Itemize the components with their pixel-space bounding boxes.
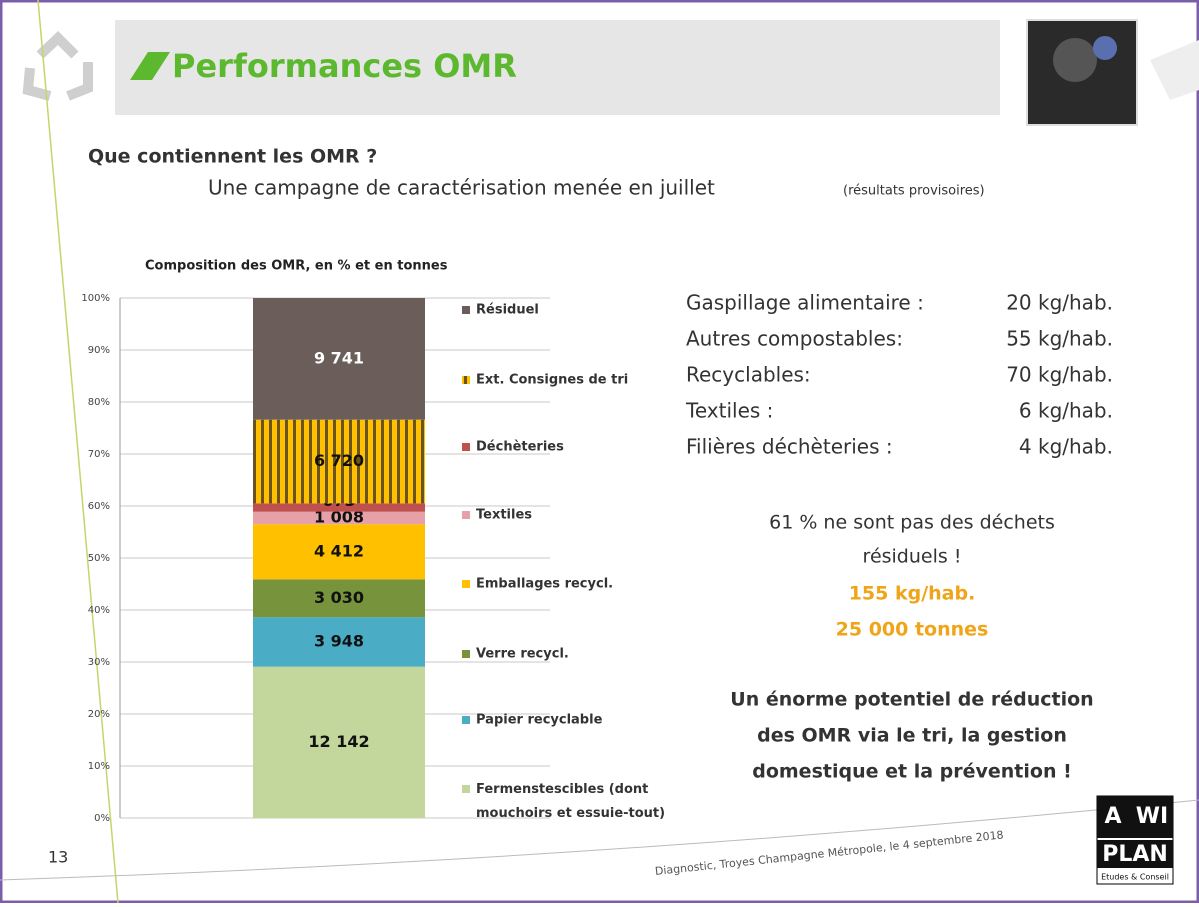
y-tick-label: 50%	[88, 553, 110, 564]
data-label: 9 741	[314, 348, 364, 367]
bar-segment	[253, 617, 425, 667]
legend-label: Papier recyclable	[476, 713, 603, 728]
photo-detail	[1093, 36, 1117, 60]
logo-top	[1097, 796, 1173, 838]
bar-segment	[253, 579, 425, 618]
bar-segment	[253, 419, 425, 504]
title-mark	[130, 52, 170, 80]
stat-value: 70 kg/hab.	[1006, 363, 1113, 387]
legend-swatch	[462, 785, 470, 793]
photo-detail	[1053, 38, 1097, 82]
y-tick-label: 10%	[88, 761, 110, 772]
y-tick-label: 0%	[94, 813, 110, 824]
y-tick-label: 100%	[81, 293, 110, 304]
logo-text: PLAN	[1102, 842, 1168, 867]
decor-line	[0, 799, 1199, 881]
note: (résultats provisoires)	[843, 184, 985, 199]
stat-value: 4 kg/hab.	[1019, 435, 1113, 459]
summary: résiduels !	[863, 546, 962, 568]
stat-value: 55 kg/hab.	[1006, 327, 1113, 351]
data-label: 3 948	[314, 631, 364, 650]
legend-swatch	[462, 580, 470, 588]
logo-text: Etudes & Conseil	[1101, 873, 1169, 882]
recycle-icon	[22, 31, 93, 101]
question: Que contiennent les OMR ?	[88, 146, 377, 168]
y-tick-label: 30%	[88, 657, 110, 668]
logo-mid	[1097, 840, 1173, 868]
subtitle: Une campagne de caractérisation menée en…	[208, 176, 715, 200]
decor-line	[37, 0, 119, 904]
legend-label: Fermenstescibles (dont mouchoirs et essui…	[476, 782, 665, 821]
data-label: 1 008	[314, 507, 364, 526]
logo-text: A	[1104, 804, 1121, 829]
legend-swatch	[462, 511, 470, 519]
bar-segment	[253, 524, 425, 580]
data-label: 12 142	[308, 732, 369, 751]
legend-swatch	[464, 376, 467, 384]
header-band	[115, 20, 1000, 115]
legend-label: Emballages recycl.	[476, 577, 613, 592]
logo-text: WI	[1136, 804, 1168, 829]
slide-title: Performances OMR	[172, 47, 517, 85]
legend-label: Ext. Consignes de tri	[476, 373, 628, 388]
legend-swatch	[462, 650, 470, 658]
stat-label: Filières déchèteries :	[686, 435, 893, 459]
data-label: 6 720	[314, 451, 364, 470]
stat-label: Gaspillage alimentaire :	[686, 291, 924, 315]
legend-swatch	[462, 306, 470, 314]
y-tick-label: 80%	[88, 397, 110, 408]
legend-swatch	[462, 443, 470, 451]
legend-line: mouchoirs et essuie-tout)	[476, 806, 665, 821]
legend-label: Textiles	[476, 508, 532, 523]
y-tick-label: 60%	[88, 501, 110, 512]
bar-segment	[253, 298, 425, 420]
conclusion: domestique et la prévention !	[752, 761, 1072, 783]
y-tick-label: 20%	[88, 709, 110, 720]
data-label: 3 030	[314, 588, 364, 607]
bar-segment	[253, 511, 425, 525]
y-tick-label: 90%	[88, 345, 110, 356]
page-number: 13	[48, 848, 68, 867]
right-panel: Gaspillage alimentaire : 20 kg/hab. Autres…	[685, 291, 1113, 783]
bar-segment	[253, 503, 425, 512]
highlight: 155 kg/hab.	[849, 583, 976, 605]
highlight: 25 000 tonnes	[836, 619, 989, 641]
summary: 61 % ne sont pas des déchets	[769, 512, 1055, 534]
stat-value: 6 kg/hab.	[1019, 399, 1113, 423]
legend-label: Verre recycl.	[476, 647, 569, 662]
decor-shape	[1150, 40, 1199, 100]
legend-label: Résiduel	[476, 303, 539, 318]
legend-line: Fermenstescibles (dont	[476, 782, 648, 797]
stat-label: Textiles :	[685, 399, 773, 423]
stat-label: Recyclables:	[686, 363, 811, 387]
legend-label: Déchèteries	[476, 440, 564, 455]
y-tick-label: 40%	[88, 605, 110, 616]
y-tick-label: 70%	[88, 449, 110, 460]
bar-segment	[253, 666, 425, 818]
stat-value: 20 kg/hab.	[1006, 291, 1113, 315]
chart-title: Composition des OMR, en % et en tonnes	[145, 259, 448, 274]
legend-swatch	[462, 716, 470, 724]
stat-label: Autres compostables:	[686, 327, 903, 351]
chart: 0% 10% 20% 30% 40% 50% 60% 70% 80% 90% 100% 12 142 F…	[81, 293, 665, 824]
data-label: 4 412	[314, 541, 364, 560]
conclusion: Un énorme potentiel de réduction	[730, 689, 1093, 711]
conclusion: des OMR via le tri, la gestion	[757, 725, 1067, 747]
